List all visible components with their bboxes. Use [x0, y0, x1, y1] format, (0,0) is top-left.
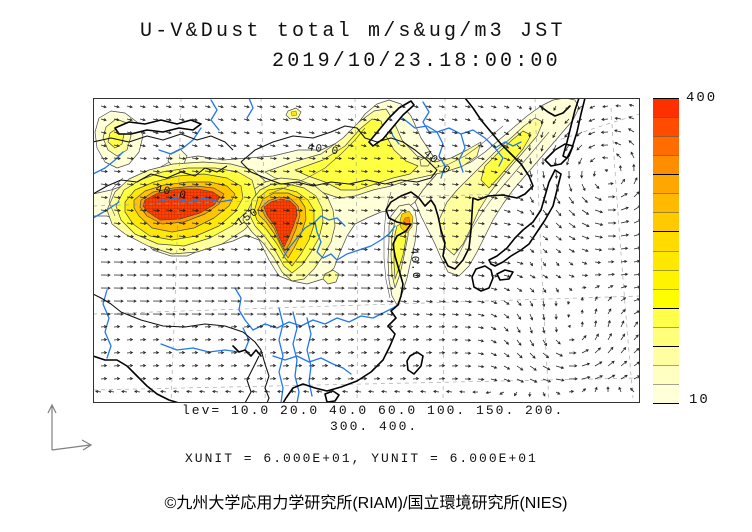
colorbar-segment [653, 193, 679, 213]
colorbar-segment [653, 174, 679, 194]
figure-timestamp: 2019/10/23.18:00:00 [272, 50, 561, 73]
colorbar-segment [653, 155, 679, 175]
colorbar-segment [653, 364, 679, 384]
svg-text:40.0: 40.0 [306, 142, 340, 158]
figure-title: U-V&Dust total m/s&ug/m3 JST [140, 20, 566, 43]
contour-levels-line1: lev= 10.0 20.0 40.0 60.0 100. 150. 200. [182, 403, 565, 418]
colorbar-segment [653, 307, 679, 327]
colorbar-segment [653, 212, 679, 232]
colorbar-segment [653, 136, 679, 156]
axis-arrows-icon [47, 403, 93, 451]
colorbar-segment [653, 250, 679, 270]
colorbar-segment [653, 117, 679, 137]
map-panel: 40.0 150 40.0 40.0 40.0 [93, 98, 640, 403]
colorbar [653, 98, 679, 404]
colorbar-segment [653, 231, 679, 251]
colorbar-min-label: 10 [689, 392, 710, 408]
svg-text:40.0: 40.0 [407, 247, 421, 280]
colorbar-segment [653, 345, 679, 365]
colorbar-max-label: 400 [686, 90, 718, 106]
colorbar-segment [653, 383, 679, 403]
contour-levels-line2: 300. 400. [330, 419, 419, 434]
copyright-credit: ©九州大学応用力学研究所(RIAM)/国立環境研究所(NIES) [164, 495, 568, 512]
colorbar-segment [653, 98, 679, 118]
colorbar-segment [653, 269, 679, 289]
colorbar-segment [653, 288, 679, 308]
colorbar-segment [653, 326, 679, 346]
vector-units-label: XUNIT = 6.000E+01, YUNIT = 6.000E+01 [185, 451, 538, 466]
